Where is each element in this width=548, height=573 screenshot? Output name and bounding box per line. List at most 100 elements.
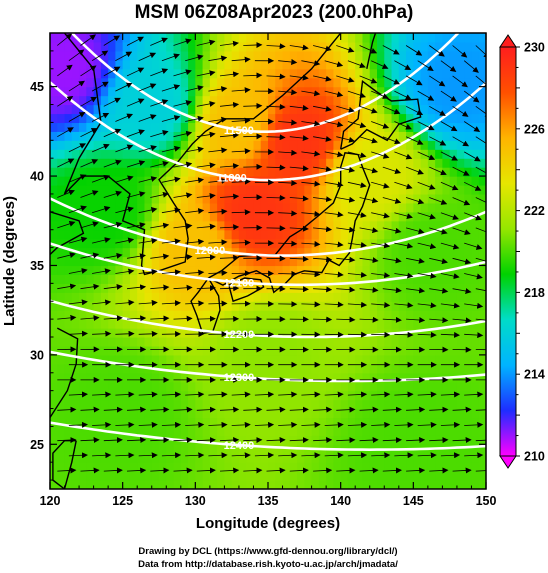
heatmap-cell <box>50 310 58 320</box>
heatmap-cell <box>137 301 146 311</box>
heatmap-cell <box>427 310 436 320</box>
heatmap-cell <box>209 131 218 141</box>
heatmap-cell <box>442 33 451 43</box>
heatmap-cell <box>57 381 66 392</box>
heatmap-cell <box>420 104 429 115</box>
heatmap-cell <box>347 354 356 365</box>
heatmap-cell <box>413 104 422 115</box>
heatmap-cell <box>340 265 349 276</box>
heatmap-cell <box>442 131 451 141</box>
heatmap-cell <box>100 390 109 401</box>
heatmap-cell <box>173 211 182 222</box>
heatmap-cell <box>442 399 451 410</box>
heatmap-cell <box>71 363 80 374</box>
heatmap-cell <box>50 372 58 383</box>
heatmap-cell <box>427 229 436 240</box>
heatmap-cell <box>195 247 204 258</box>
wind-arrow <box>278 210 298 217</box>
heatmap-cell <box>420 220 429 231</box>
heatmap-cell <box>282 408 291 419</box>
heatmap-cell <box>282 202 291 213</box>
heatmap-cell <box>297 328 305 338</box>
heatmap-cell <box>449 256 458 267</box>
heatmap-cell <box>398 372 407 383</box>
wind-arrow <box>440 151 458 161</box>
heatmap-cell <box>275 265 284 276</box>
heatmap-cell <box>195 471 204 481</box>
heatmap-cell <box>71 471 80 481</box>
wind-arrow <box>301 210 321 217</box>
heatmap-cell <box>202 319 211 329</box>
heatmap-cell <box>456 462 465 472</box>
heatmap-cell <box>93 480 102 489</box>
heatmap-cell <box>442 113 451 124</box>
heatmap-cell <box>333 193 342 204</box>
heatmap-cell <box>362 301 371 311</box>
heatmap-cell <box>471 462 480 472</box>
wind-arrow <box>219 132 240 139</box>
heatmap-cell <box>122 363 131 374</box>
heatmap-cell <box>202 50 211 61</box>
heatmap-cell <box>282 167 291 177</box>
heatmap-cell <box>209 202 218 213</box>
heatmap-cell <box>202 211 211 222</box>
heatmap-cell <box>420 390 429 401</box>
heatmap-cell <box>268 345 276 356</box>
heatmap-cell <box>333 50 342 61</box>
heatmap-cell <box>297 86 305 97</box>
heatmap-cell <box>297 41 305 52</box>
heatmap-cell <box>115 462 124 472</box>
heatmap-cell <box>297 390 305 401</box>
heatmap-cell <box>129 202 138 213</box>
heatmap-cell <box>217 319 225 329</box>
heatmap-cell <box>384 310 393 320</box>
heatmap-cell <box>478 292 486 302</box>
heatmap-cell <box>137 77 146 88</box>
heatmap-cell <box>151 33 160 43</box>
heatmap-cell <box>115 167 124 177</box>
heatmap-cell <box>275 354 284 365</box>
heatmap-cell <box>64 68 73 79</box>
heatmap-cell <box>304 319 313 329</box>
heatmap-cell <box>71 310 80 320</box>
wind-arrow <box>243 102 263 109</box>
heatmap-cell <box>435 122 443 132</box>
heatmap-cell <box>115 319 124 329</box>
heatmap-cell <box>166 140 175 150</box>
heatmap-cell <box>311 345 320 356</box>
heatmap-cell <box>93 158 102 168</box>
wind-arrow <box>219 101 240 108</box>
heatmap-cell <box>282 328 291 338</box>
wind-arrow <box>475 75 486 89</box>
heatmap-cell <box>333 211 342 222</box>
heatmap-cell <box>224 426 233 436</box>
heatmap-cell <box>195 292 204 302</box>
heatmap-cell <box>188 176 196 186</box>
heatmap-cell <box>456 274 465 284</box>
heatmap-cell <box>202 408 211 419</box>
heatmap-cell <box>406 86 414 97</box>
heatmap-cell <box>180 202 189 213</box>
heatmap-cell <box>79 408 87 419</box>
heatmap-cell <box>311 122 320 132</box>
wind-arrow <box>475 439 486 442</box>
heatmap-cell <box>289 68 298 79</box>
heatmap-cell <box>413 185 422 195</box>
heatmap-cell <box>420 33 429 43</box>
heatmap-cell <box>377 59 385 70</box>
heatmap-cell <box>217 372 225 383</box>
heatmap-cell <box>333 337 342 347</box>
heatmap-cell <box>253 95 262 106</box>
heatmap-cell <box>311 86 320 97</box>
heatmap-cell <box>464 238 473 249</box>
heatmap-cell <box>195 417 204 428</box>
heatmap-cell <box>478 104 486 115</box>
wind-arrow <box>231 391 251 398</box>
wind-arrow <box>126 191 146 198</box>
heatmap-cell <box>311 193 320 204</box>
heatmap-cell <box>355 345 364 356</box>
heatmap-cell <box>275 95 284 106</box>
heatmap-cell <box>275 104 284 115</box>
heatmap-cell <box>398 185 407 195</box>
heatmap-cell <box>115 238 124 249</box>
